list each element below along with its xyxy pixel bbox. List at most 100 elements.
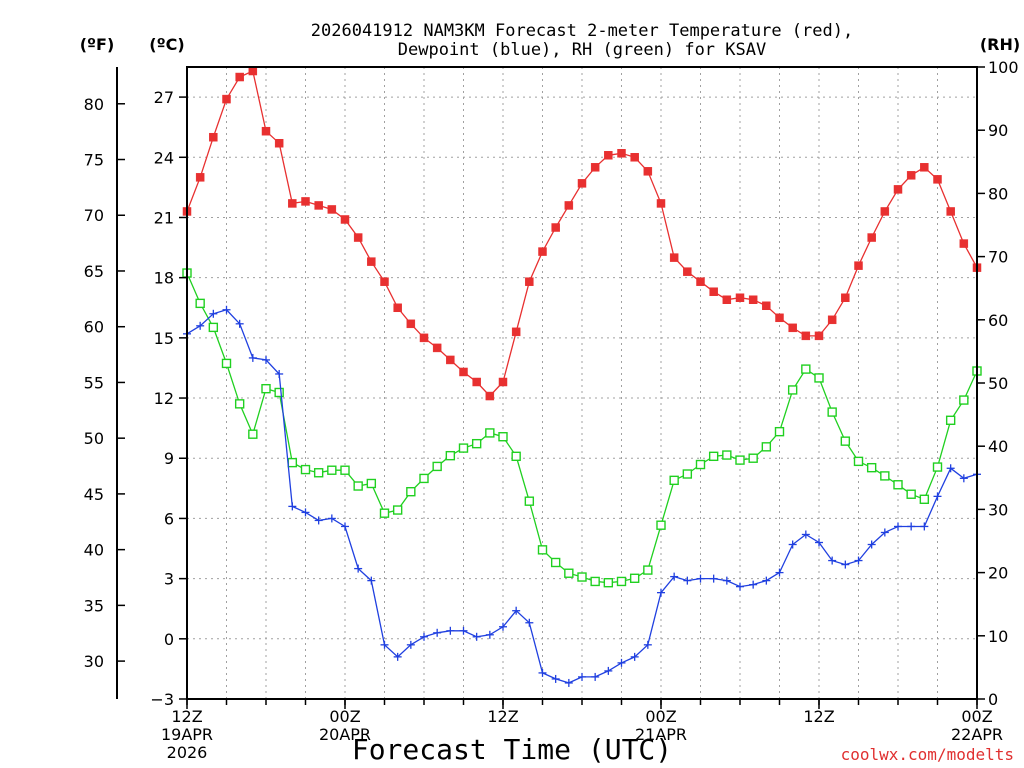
temperature-series-point	[959, 239, 969, 248]
rh-series-point	[761, 442, 772, 452]
dewpoint-series-point	[235, 319, 244, 328]
rh-series-point	[300, 464, 311, 475]
temperature-series-point	[393, 303, 402, 313]
rh-series-point	[511, 451, 521, 462]
fahrenheit-tick-label: 40	[84, 541, 104, 560]
rh-series-point	[919, 494, 930, 504]
dewpoint-series-point	[222, 305, 231, 314]
dewpoint-series-point	[617, 658, 626, 667]
temperature-series-point	[577, 179, 587, 188]
temperature-series-line	[186, 70, 978, 397]
temperature-series-point	[248, 66, 258, 76]
x-tick-label: 19APR	[161, 725, 213, 744]
temperature-series-point	[946, 207, 955, 216]
rh-series-point	[787, 385, 798, 395]
rh-series-point	[406, 487, 416, 497]
rh-series-point	[682, 469, 693, 479]
dewpoint-series-point	[380, 640, 389, 649]
temperature-series-point	[406, 319, 416, 329]
x-tick-label: 20APR	[319, 725, 371, 744]
temperature-series-point	[498, 377, 508, 387]
rh-series-point	[590, 576, 600, 587]
temperature-series-point	[933, 175, 942, 184]
temperature-series-point	[827, 315, 837, 325]
dewpoint-series-point	[564, 678, 573, 687]
rh-series-point	[340, 465, 350, 475]
gridlines	[187, 67, 977, 699]
temperature-series-point	[590, 163, 600, 172]
temperature-series-point	[722, 295, 732, 304]
rh-series-point	[669, 475, 679, 486]
rh-series-point	[656, 520, 666, 530]
temperature-series-point	[274, 138, 284, 148]
dewpoint-series-point	[578, 672, 586, 681]
temperature-series-point	[735, 293, 745, 302]
rh-series-point	[708, 451, 719, 462]
rh-tick-label: 90	[988, 121, 1008, 140]
temperature-series-point	[709, 287, 718, 296]
temperature-series-point	[880, 207, 890, 216]
dewpoint-series-point	[828, 556, 837, 565]
rh-series-point	[577, 572, 587, 582]
dewpoint-series-point	[354, 564, 363, 573]
dewpoint-series-point	[670, 572, 679, 581]
x-tick-label: 12Z	[487, 707, 518, 726]
temperature-series-point	[801, 331, 811, 341]
fahrenheit-unit-label: (ºF)	[80, 35, 115, 54]
dewpoint-series-point	[314, 516, 323, 525]
rh-series-point	[906, 489, 916, 499]
temperature-series-point	[656, 199, 666, 208]
dewpoint-series-point	[762, 576, 771, 585]
rh-series-point	[208, 322, 219, 333]
dewpoint-series-point	[341, 522, 349, 531]
temperature-series-point	[235, 72, 244, 82]
dewpoint-series-point	[248, 353, 257, 362]
dewpoint-series-point	[327, 514, 336, 523]
temperature-series-point	[195, 173, 205, 182]
fahrenheit-tick-label: 80	[84, 95, 104, 114]
temperature-series-point	[788, 323, 797, 333]
fahrenheit-tick-label: 55	[84, 373, 104, 392]
temperature-series-point	[564, 201, 574, 210]
temperature-series-point	[867, 233, 876, 242]
temperature-series-point	[261, 126, 271, 136]
plot-frame	[116, 66, 978, 700]
temperature-series-point	[617, 149, 626, 158]
celsius-tick-label: 9	[164, 449, 174, 468]
dewpoint-series-point	[459, 626, 468, 635]
dewpoint-series-point	[288, 502, 297, 511]
fahrenheit-tick-label: 70	[84, 206, 104, 225]
dewpoint-series-point	[485, 630, 494, 639]
rh-series-point	[287, 457, 298, 468]
rh-series-point	[840, 436, 851, 446]
dewpoint-series-point	[420, 632, 428, 641]
rh-series-point	[432, 461, 442, 472]
celsius-tick-label: 0	[164, 630, 174, 649]
dewpoint-series-point	[722, 576, 731, 585]
rh-series-point	[959, 395, 969, 405]
celsius-tick-label: 15	[154, 329, 174, 348]
rh-tick-label: 60	[988, 311, 1008, 330]
rh-series-point	[722, 450, 732, 460]
dewpoint-series-point	[406, 640, 415, 649]
dewpoint-series-point	[657, 588, 665, 597]
fahrenheit-tick-label: 35	[84, 596, 104, 615]
dewpoint-series-point	[696, 574, 705, 583]
rh-series-point	[419, 473, 429, 484]
temperature-series-point	[893, 185, 903, 194]
dewpoint-series-point	[301, 508, 310, 517]
temperature-series-point	[538, 247, 547, 256]
temperature-series-point	[485, 391, 495, 401]
dewpoint-series-point	[275, 369, 284, 378]
dewpoint-series-point	[920, 522, 929, 531]
dewpoint-series-point	[591, 672, 600, 681]
temperature-series-point	[841, 293, 850, 302]
x-tick-label: 21APR	[635, 725, 687, 744]
rh-series-point	[261, 383, 271, 394]
temperature-series-point	[380, 277, 389, 286]
credit-label: coolwx.com/modelts	[841, 745, 1014, 764]
temperature-series-point	[432, 343, 442, 353]
rh-series-point	[458, 443, 469, 453]
rh-series-point	[814, 373, 824, 383]
dewpoint-series-point	[894, 522, 902, 531]
